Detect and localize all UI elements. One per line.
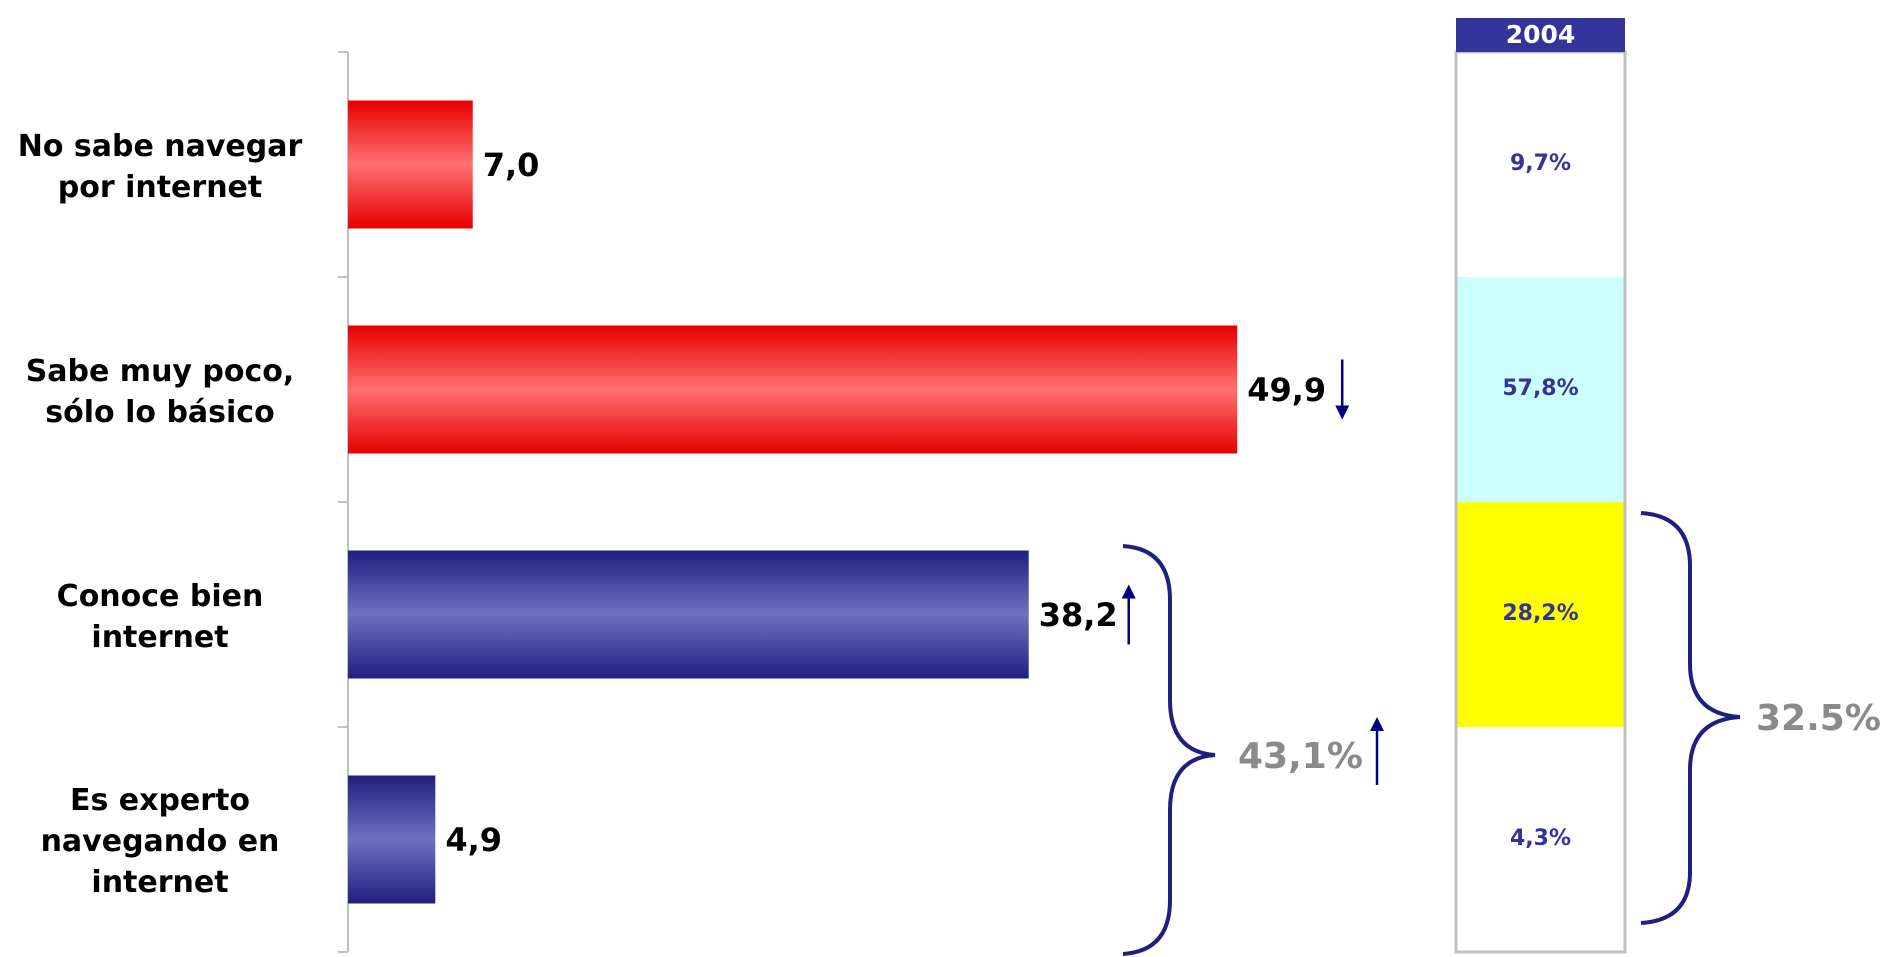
category-label-line: internet — [91, 865, 229, 900]
stack-segment — [1456, 502, 1625, 727]
category-label-line: Es experto — [69, 783, 251, 818]
arrow-head — [1370, 717, 1384, 731]
category-label-line: por internet — [57, 169, 263, 205]
right-group-brace — [1640, 511, 1741, 925]
arrow-head — [1335, 405, 1350, 420]
right-group-total-label: 32.5% — [1756, 698, 1881, 739]
data-label: 38,2 — [1038, 595, 1118, 634]
left-group-total-label: 43,1% — [1238, 736, 1363, 777]
segment-label: 28,2% — [1502, 600, 1579, 626]
stack-border — [1454, 50, 1627, 954]
category-label-line: sólo lo básico — [45, 394, 275, 430]
category-label-line: Sabe muy poco, — [25, 353, 295, 389]
segment-label: 57,8% — [1502, 375, 1579, 401]
category-label-line: internet — [91, 619, 229, 655]
category-label-line: Conoce bien — [56, 578, 264, 614]
category-label: No sabe navegar por internet — [0, 126, 320, 208]
category-label-line: navegando en — [40, 824, 280, 859]
bar — [348, 550, 1029, 679]
segment-label: 9,7% — [1509, 150, 1571, 176]
stack-segment — [1456, 727, 1625, 952]
bar — [348, 100, 473, 229]
data-label: 49,9 — [1247, 370, 1327, 409]
data-label: 4,9 — [445, 820, 502, 859]
stack-segment — [1456, 52, 1625, 277]
category-label-line: No sabe navegar — [17, 128, 303, 164]
data-label: 7,0 — [482, 145, 540, 184]
segment-label: 4,3% — [1509, 825, 1571, 851]
year-header: 2004 — [1456, 18, 1625, 52]
bar — [348, 775, 436, 904]
bar — [348, 325, 1238, 454]
arrow-head — [1121, 584, 1136, 599]
category-label: Conoce bien internet — [0, 576, 320, 658]
left-group-brace — [1122, 544, 1216, 956]
stack-segment — [1456, 277, 1625, 502]
category-label: Sabe muy poco, sólo lo básico — [0, 351, 320, 433]
category-label: Es experto navegando en internet — [0, 780, 320, 903]
